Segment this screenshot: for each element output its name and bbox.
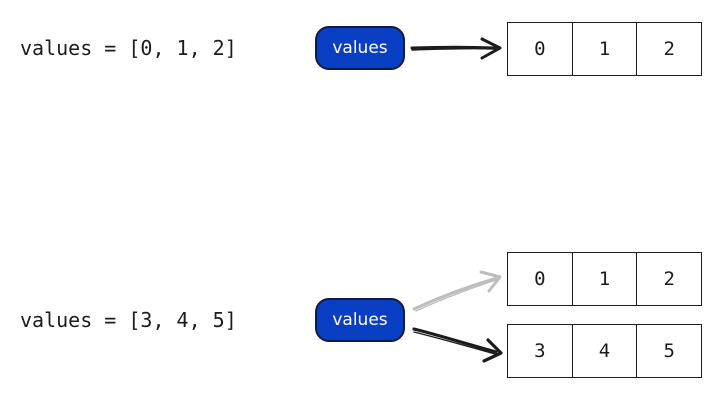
array-new: 3 4 5 (507, 324, 702, 378)
variable-pill-reassigned: values (315, 298, 405, 342)
array-cell: 3 (508, 325, 573, 377)
array-cell: 2 (663, 38, 675, 60)
array-cell: 2 (663, 268, 675, 290)
code-line-initial: values = [0, 1, 2] (20, 36, 237, 60)
array-cell: 1 (573, 23, 638, 75)
code-line-reassigned: values = [3, 4, 5] (20, 308, 237, 332)
array-old: 0 1 2 (507, 252, 702, 306)
array-cell: 4 (573, 325, 638, 377)
variable-pill-initial: values (315, 26, 405, 70)
array-cell: 0 (508, 23, 573, 75)
array-initial: 0 1 2 (507, 22, 702, 76)
array-cell: 5 (663, 340, 675, 362)
array-cell: 1 (573, 253, 638, 305)
arrow-stale-reference (412, 270, 502, 312)
array-cell: 0 (508, 253, 573, 305)
arrow-initial-reference (410, 37, 502, 60)
arrow-current-reference (412, 327, 503, 363)
